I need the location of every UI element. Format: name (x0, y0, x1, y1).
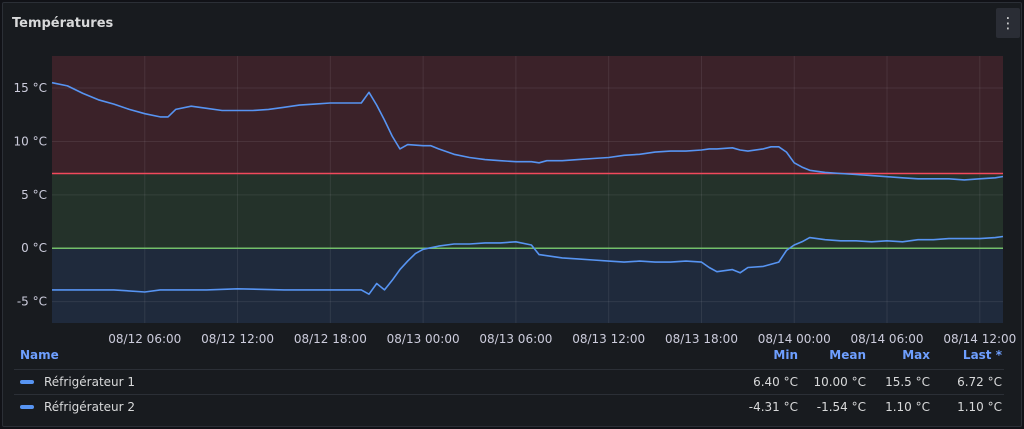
legend-max-value: 1.10 °C (885, 400, 930, 414)
kebab-vertical-icon[interactable]: ⋮ (996, 8, 1020, 38)
legend-col-name[interactable]: Name (20, 348, 59, 362)
series-line-2 (52, 235, 1004, 295)
legend-col-last[interactable]: Last * (962, 348, 1002, 362)
legend-row-series-1[interactable]: Réfrigérateur 1 6.40 °C 10.00 °C 15.5 °C… (14, 369, 1004, 394)
legend-col-max[interactable]: Max (902, 348, 930, 362)
legend-col-mean[interactable]: Mean (829, 348, 866, 362)
legend-max-value: 15.5 °C (885, 375, 930, 389)
series-line-1 (51, 81, 1004, 181)
series-color-swatch (20, 379, 34, 384)
x-tick-label: 08/14 00:00 (758, 332, 831, 346)
panel-title: Températures (12, 16, 114, 31)
legend-row-series-2[interactable]: Réfrigérateur 2 -4.31 °C -1.54 °C 1.10 °… (14, 394, 1004, 419)
legend-last-value: 1.10 °C (957, 400, 1002, 414)
legend-series-name[interactable]: Réfrigérateur 2 (44, 400, 136, 414)
legend-min-value: -4.31 °C (748, 400, 798, 414)
legend-series-name[interactable]: Réfrigérateur 1 (44, 375, 136, 389)
legend-col-min[interactable]: Min (773, 348, 798, 362)
x-tick-label: 08/12 18:00 (294, 332, 367, 346)
y-tick-label: 15 °C (14, 81, 47, 95)
legend-mean-value: 10.00 °C (813, 375, 866, 389)
legend-last-value: 6.72 °C (957, 375, 1002, 389)
x-tick-label: 08/14 06:00 (851, 332, 924, 346)
x-tick-label: 08/13 12:00 (572, 332, 645, 346)
legend-header: Name Min Mean Max Last * (14, 345, 1004, 369)
x-tick-label: 08/14 12:00 (943, 332, 1016, 346)
x-tick-label: 08/12 06:00 (108, 332, 181, 346)
threshold-band-mid (52, 173, 1003, 249)
y-tick-label: 10 °C (14, 134, 47, 148)
y-tick-label: 0 °C (21, 241, 47, 255)
legend-mean-value: -1.54 °C (816, 400, 866, 414)
legend-min-value: 6.40 °C (753, 375, 798, 389)
x-tick-label: 08/13 00:00 (387, 332, 460, 346)
x-tick-label: 08/12 12:00 (201, 332, 274, 346)
chart-legend: Name Min Mean Max Last * Réfrigérateur 1… (14, 345, 1004, 419)
series-color-swatch (20, 404, 34, 409)
x-tick-label: 08/13 18:00 (665, 332, 738, 346)
threshold-band-low (52, 248, 1003, 323)
threshold-band-high (52, 56, 1003, 174)
y-tick-label: 5 °C (21, 188, 47, 202)
y-tick-label: -5 °C (17, 295, 47, 309)
x-tick-label: 08/13 06:00 (479, 332, 552, 346)
